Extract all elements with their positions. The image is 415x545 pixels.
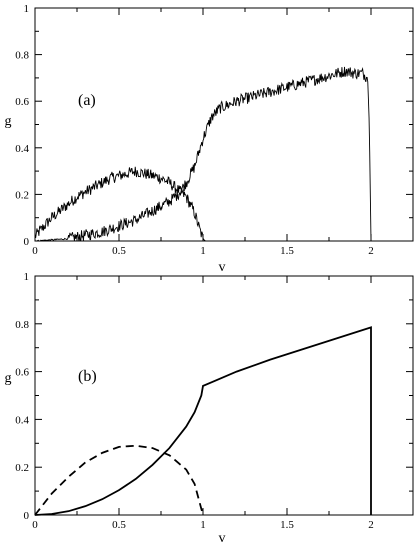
panel-label: (a) xyxy=(78,92,96,109)
x-tick-label: 2 xyxy=(368,245,374,257)
y-axis-label: g xyxy=(5,371,12,386)
y-tick-label: 0.4 xyxy=(15,143,29,155)
x-tick-label: 1.5 xyxy=(280,519,294,531)
y-tick-label: 0.6 xyxy=(15,96,29,108)
y-tick-label: 1 xyxy=(24,271,30,283)
x-tick-label: 0.5 xyxy=(112,519,126,531)
plot-frame xyxy=(34,275,414,516)
y-tick-label: 0.8 xyxy=(15,50,29,62)
y-tick-label: 0 xyxy=(24,510,30,522)
x-tick-label: 0 xyxy=(32,519,38,531)
series-line-2 xyxy=(34,326,372,516)
x-tick-label: 1 xyxy=(200,519,206,531)
series-line-2 xyxy=(34,66,372,242)
x-axis-label: v xyxy=(219,260,226,275)
x-tick-label: 0.5 xyxy=(112,245,126,257)
panel-a: 0 0.5 1 1.5 2 0 0.2 0.4 0.6 0.8 1 v g (a) xyxy=(5,3,414,275)
x-tick-label: 2 xyxy=(368,519,374,531)
x-axis-label: v xyxy=(219,531,226,545)
x-tick-label: 1.5 xyxy=(280,245,294,257)
x-tick-label: 0 xyxy=(32,245,38,257)
y-tick-label: 0.6 xyxy=(15,367,29,379)
series-line-1 xyxy=(34,166,207,242)
y-tick-label: 0.2 xyxy=(15,462,29,474)
plot-frame xyxy=(34,7,414,242)
y-tick-label: 1 xyxy=(24,3,30,15)
panel-label: (b) xyxy=(78,368,97,385)
y-tick-label: 0.2 xyxy=(15,189,29,201)
x-tick-label: 1 xyxy=(200,245,206,257)
y-tick-label: 0 xyxy=(24,236,30,248)
y-tick-label: 0.4 xyxy=(15,414,29,426)
panel-b: 0 0.5 1 1.5 2 0 0.2 0.4 0.6 0.8 1 v g (b) xyxy=(5,271,414,545)
series-line-1 xyxy=(34,444,204,516)
y-axis-label: g xyxy=(5,114,12,129)
y-tick-label: 0.8 xyxy=(15,319,29,331)
